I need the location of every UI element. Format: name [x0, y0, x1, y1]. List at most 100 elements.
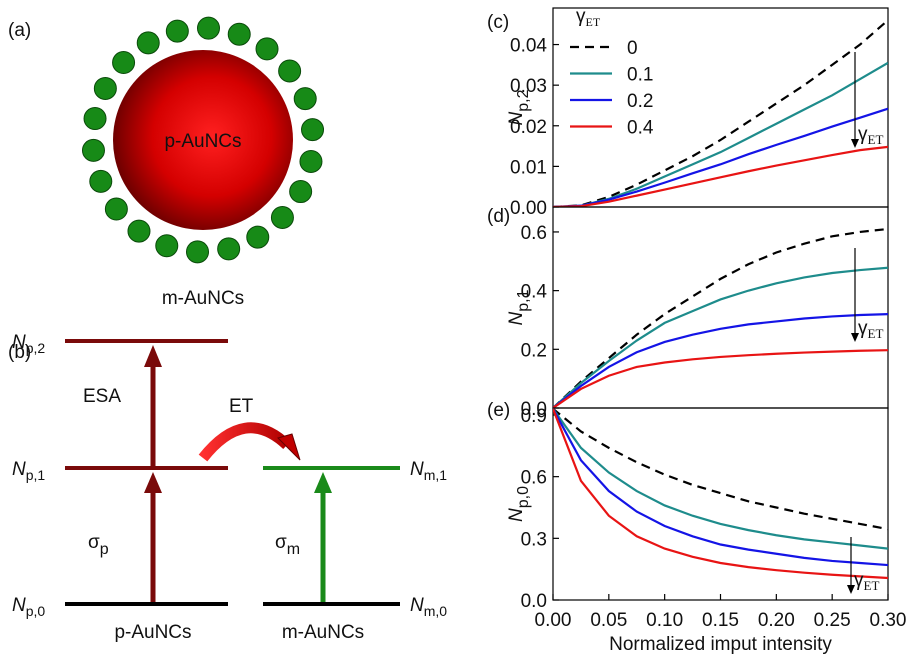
annotation-sub: ET	[868, 132, 884, 147]
y-tick-label: 0.6	[521, 468, 547, 489]
y-label-sub: p,1	[515, 289, 532, 311]
x-tick-label: 0.20	[758, 610, 795, 631]
panel-label: (d)	[487, 206, 510, 227]
legend-label: 0	[627, 38, 638, 59]
shell-particle	[255, 37, 279, 61]
level-symbol: N	[12, 459, 26, 480]
shell-particle	[289, 180, 313, 204]
series-line	[553, 107, 888, 207]
level-sub: p,1	[26, 467, 46, 483]
et-arrow	[198, 422, 291, 462]
y-label-symbol: N	[506, 111, 527, 125]
sigma-sub: m	[287, 541, 300, 558]
y-tick-label: 0.9	[521, 406, 547, 427]
series-line	[553, 19, 888, 207]
shell-particle	[186, 240, 210, 264]
shell-particle	[104, 197, 128, 221]
y-tick-label: 0.3	[521, 529, 547, 550]
x-tick-label: 0.00	[535, 610, 572, 631]
panel-label: (c)	[487, 12, 509, 33]
shell-particle	[81, 138, 105, 162]
shell-particle	[112, 51, 136, 75]
level-symbol: N	[12, 332, 26, 353]
shell-particle	[246, 225, 270, 249]
shell-particle	[301, 118, 325, 142]
cross-section: σp	[88, 532, 109, 558]
species-label: p-AuNCs	[114, 622, 191, 643]
legend-title-symbol: γ	[576, 6, 586, 27]
sigma-sub: p	[100, 541, 109, 558]
shell-particle	[83, 107, 107, 131]
level-sub: m,0	[424, 603, 448, 619]
series-line	[553, 61, 888, 207]
shell-particle	[299, 149, 323, 173]
shell-particle	[293, 87, 317, 111]
annotation: γET	[858, 318, 883, 341]
shell-particle	[89, 169, 113, 193]
panel-label: (a)	[8, 20, 31, 41]
panel-label: (e)	[487, 400, 510, 421]
annotation-symbol: γ	[858, 124, 868, 145]
y-tick-label: 0.4	[521, 282, 548, 303]
shell-particle	[227, 22, 251, 46]
legend-title: γET	[576, 6, 601, 29]
level-symbol: N	[410, 459, 424, 480]
shell-particle	[278, 59, 302, 83]
y-tick-label: 0.2	[521, 340, 547, 361]
level-sub: p,2	[26, 340, 46, 356]
y-label-symbol: N	[506, 311, 527, 325]
shell-particle	[217, 237, 241, 261]
shell-particle	[270, 205, 294, 229]
y-tick-label: 0.04	[510, 36, 547, 57]
y-tick-label: 0.6	[521, 223, 547, 244]
series-line	[553, 313, 888, 408]
y-tick-label: 0.03	[510, 76, 547, 97]
shell-label: m-AuNCs	[162, 288, 244, 309]
level-label: Np,2	[12, 332, 45, 356]
x-tick-label: 0.15	[702, 610, 739, 631]
y-label-sub: p,2	[515, 89, 532, 111]
series-line	[553, 145, 888, 207]
level-symbol: N	[410, 595, 424, 616]
annotation: γET	[858, 124, 883, 147]
annotation-arrowhead	[851, 333, 859, 342]
legend-label: 0.4	[627, 118, 654, 139]
arrowhead	[314, 472, 332, 493]
y-tick-label: 0.0	[521, 399, 547, 420]
series-line	[553, 408, 888, 550]
level-label: Nm,1	[410, 459, 447, 483]
annotation-sub: ET	[868, 326, 884, 341]
y-label-sub: p,0	[515, 486, 532, 508]
series-line	[553, 408, 888, 531]
level-label: Np,0	[12, 595, 45, 619]
level-label: Np,1	[12, 459, 45, 483]
et-label: ET	[229, 396, 254, 417]
x-tick-label: 0.25	[814, 610, 851, 631]
y-axis-label: Np,1	[506, 289, 532, 325]
legend-label: 0.1	[627, 65, 653, 86]
annotation-symbol: γ	[858, 318, 868, 339]
esa-label: ESA	[83, 386, 121, 407]
arrowhead	[144, 345, 162, 367]
legend-title-sub: ET	[586, 15, 601, 29]
y-axis-label: Np,2	[506, 89, 532, 125]
x-tick-label: 0.10	[646, 610, 683, 631]
series-line	[553, 349, 888, 408]
annotation-arrowhead	[851, 139, 859, 148]
shell-particle	[127, 219, 151, 243]
level-sub: p,0	[26, 603, 46, 619]
shell-particle	[196, 16, 220, 40]
x-tick-label: 0.05	[590, 610, 627, 631]
sigma: σ	[275, 532, 287, 553]
series-line	[553, 408, 888, 567]
arrowhead	[144, 472, 162, 493]
series-line	[553, 227, 888, 408]
annotation: γET	[854, 570, 879, 593]
y-axis-label: Np,0	[506, 486, 532, 522]
shell-particle	[93, 76, 117, 100]
arrowhead	[277, 433, 301, 461]
species-label: m-AuNCs	[282, 622, 364, 643]
shell-particles	[81, 16, 325, 264]
x-axis-label: Normalized imput intensity	[609, 634, 832, 654]
